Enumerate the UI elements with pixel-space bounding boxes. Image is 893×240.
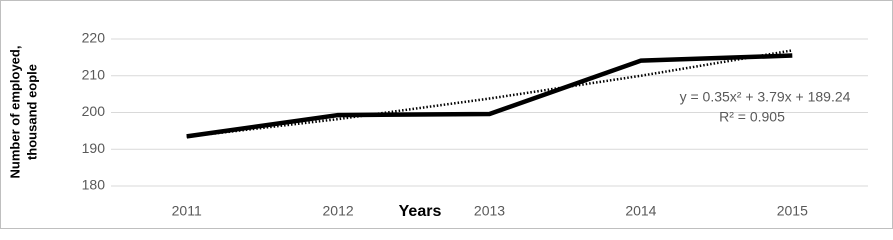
chart: Number of employed, thousand eople Years… <box>0 0 893 229</box>
trendline <box>186 49 793 138</box>
x-tick-label: 2014 <box>625 203 656 219</box>
x-tick-label: 2011 <box>172 203 202 219</box>
y-axis-label: Number of employed, <box>7 46 22 179</box>
x-tick-label: 2015 <box>777 203 808 219</box>
y-tick-label: 180 <box>82 177 106 193</box>
trend-equation: y = 0.35x² + 3.79x + 189.24 <box>680 89 851 105</box>
trend-r-squared: R² = 0.905 <box>719 109 785 125</box>
x-tick-label: 2012 <box>323 203 354 219</box>
data-line <box>186 53 793 139</box>
y-tick-label: 220 <box>82 30 106 46</box>
x-tick-label: 2013 <box>474 203 505 219</box>
y-tick-label: 190 <box>82 140 106 156</box>
y-axis-label: thousand eople <box>24 64 39 160</box>
y-tick-label: 210 <box>82 66 106 82</box>
x-axis-label: Years <box>399 203 442 220</box>
y-tick-label: 200 <box>82 103 106 119</box>
